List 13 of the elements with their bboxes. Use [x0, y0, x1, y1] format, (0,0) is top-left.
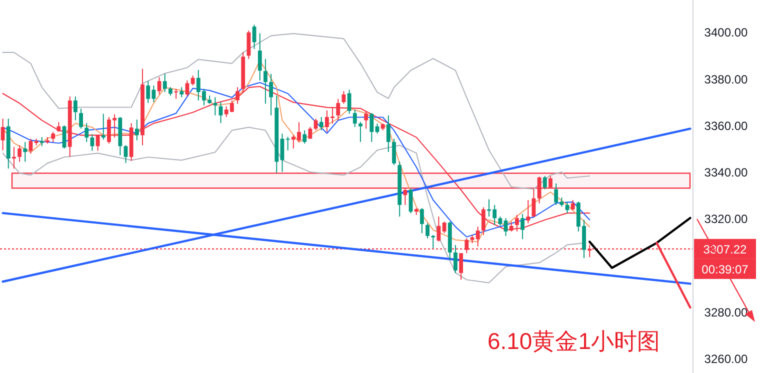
text: 6.10黄金1小时图: [487, 328, 660, 354]
y-tick-label: 3400.00: [704, 26, 748, 40]
y-tick-label: 3320.00: [704, 212, 748, 226]
y-tick-label: 3280.00: [704, 305, 748, 320]
y-tick-label: 3380.00: [704, 72, 748, 86]
text: 00:39:07: [702, 262, 749, 276]
line-series: [2, 33, 590, 190]
y-tick-label: 3360.00: [704, 118, 748, 133]
line-series: [588, 216, 692, 269]
y-tick-label: 3260.00: [704, 352, 748, 366]
ref-line-label: 3307.22: [703, 242, 748, 256]
line-series: [2, 126, 585, 284]
y-tick-label: 3340.00: [704, 166, 748, 180]
